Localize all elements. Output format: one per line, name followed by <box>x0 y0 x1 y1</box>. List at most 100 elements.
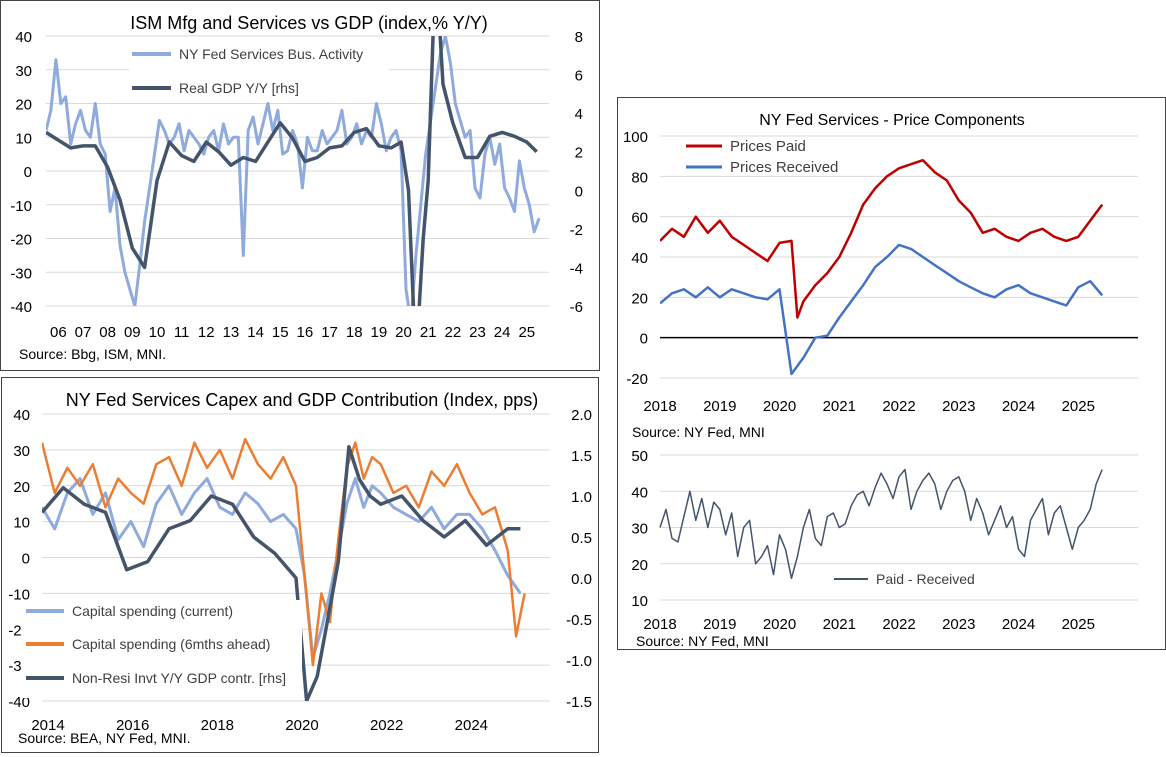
x-tick-label: 2019 <box>703 398 736 415</box>
x-tick-label: 13 <box>223 324 240 341</box>
x-tick-label: 18 <box>346 324 363 341</box>
x-tick-label: 17 <box>321 324 338 341</box>
chart-panel-price-components: 100 80 60 40 20 0 -20 2018 2019 2020 2021 2022 2023 2… <box>617 97 1166 650</box>
x-tick-label: 2014 <box>31 717 64 734</box>
chart-source: Source: NY Fed, MNI <box>636 633 769 649</box>
x-tick-label: 2025 <box>1062 398 1095 415</box>
y-left-tick-label: 20 <box>15 97 32 114</box>
y-left-tick-label: -30 <box>10 265 32 282</box>
series-line-capex-6m-ahead <box>42 437 526 667</box>
y-right-tick-label: 2 <box>575 145 583 162</box>
y-right-tick-label: 0.0 <box>571 571 592 588</box>
y-right-tick-label: -6 <box>570 299 583 316</box>
x-tick-label: 2022 <box>882 616 915 633</box>
chart-title: NY Fed Services - Price Components <box>759 112 1025 129</box>
legend-box <box>22 600 302 698</box>
y-left-tick-label: 0 <box>22 551 30 568</box>
y-left-tick-label: 10 <box>13 515 30 532</box>
y-right-tick-label: -1.5 <box>566 694 592 711</box>
x-tick-label: 08 <box>99 324 116 341</box>
y-right-tick-label: -0.5 <box>566 612 592 629</box>
y-tick-label: 100 <box>623 129 648 146</box>
y-left-tick-label: -10 <box>10 198 32 215</box>
x-tick-label: 2021 <box>823 616 856 633</box>
chart-source: Source: Bbg, ISM, MNI. <box>19 346 166 362</box>
x-tick-label: 20 <box>395 324 412 341</box>
y-left-tick-label: 40 <box>13 407 30 424</box>
y-right-tick-label: 0 <box>575 183 583 200</box>
legend-label-prices-received: Prices Received <box>730 159 838 176</box>
x-tick-label: 2020 <box>763 398 796 415</box>
x-tick-label: 07 <box>75 324 92 341</box>
y-left-tick-label: 0 <box>24 164 32 181</box>
legend-label-prices-paid: Prices Paid <box>730 138 806 155</box>
x-tick-label: 2025 <box>1062 616 1095 633</box>
y-left-tick-label: 10 <box>15 130 32 147</box>
legend-label-capex-current: Capital spending (current) <box>72 603 233 619</box>
y-left-tick-label: -10 <box>8 586 30 603</box>
x-tick-label: 2024 <box>1002 398 1035 415</box>
y-tick-label: 80 <box>631 169 648 186</box>
y-tick-label: 50 <box>631 448 648 465</box>
x-tick-label: 16 <box>297 324 314 341</box>
y-tick-label: 40 <box>631 250 648 267</box>
y-right-tick-label: 6 <box>575 68 583 85</box>
x-tick-label: 2020 <box>763 616 796 633</box>
y-right-tick-label: 4 <box>575 106 583 123</box>
series-line-prices-received <box>660 243 1104 376</box>
y-left-tick-label: 40 <box>15 29 32 46</box>
series-line-capex-current <box>42 477 522 660</box>
y-left-tick-label: -40 <box>10 299 32 316</box>
chart-source: Source: BEA, NY Fed, MNI. <box>18 730 190 746</box>
x-tick-label: 15 <box>272 324 289 341</box>
x-tick-label: 24 <box>494 324 511 341</box>
y-tick-label: 40 <box>631 484 648 501</box>
x-tick-label: 14 <box>247 324 264 341</box>
series-line-real-gdp <box>46 36 538 306</box>
legend-label-paid-minus-received: Paid - Received <box>876 571 975 587</box>
x-tick-label: 21 <box>420 324 437 341</box>
x-tick-label: 22 <box>444 324 461 341</box>
x-tick-label: 2024 <box>1002 616 1035 633</box>
x-tick-label: 11 <box>174 324 190 341</box>
x-tick-label: 2022 <box>882 398 915 415</box>
y-tick-label: 60 <box>631 210 648 227</box>
y-tick-label: 20 <box>631 290 648 307</box>
legend-label-real-gdp: Real GDP Y/Y [rhs] <box>179 80 299 96</box>
y-tick-label: -20 <box>626 371 648 388</box>
legend-label-capex-6m-ahead: Capital spending (6mths ahead) <box>72 636 270 652</box>
x-tick-label: 2023 <box>942 398 975 415</box>
x-tick-label: 12 <box>198 324 215 341</box>
y-left-tick-label: 20 <box>13 479 30 496</box>
y-right-tick-label: -2 <box>570 222 583 239</box>
x-tick-label: 2024 <box>455 717 488 734</box>
y-left-tick-label: 30 <box>15 63 32 80</box>
x-tick-label: 2020 <box>285 717 318 734</box>
legend-label-business-activity: NY Fed Services Bus. Activity <box>179 46 363 62</box>
y-right-tick-label: 1.5 <box>571 448 592 465</box>
chart-panel-ism-gdp: 40 30 20 10 0 -10 -20 -30 -40 8 6 4 2 0 -2 -4 -6 06 07 08 09… <box>0 0 600 371</box>
y-left-tick-label: 30 <box>13 443 30 460</box>
capex-gdp-chart: 403020100-10-20-30-402.01.51.00.50.0-0.5… <box>8 390 592 746</box>
chart-source: Source: NY Fed, MNI <box>632 424 765 440</box>
chart-panel-capex: 40 30 20 10 0 -10 -20 -30 -40 2.0 1.5 1.0 0.5 0.0 -0.5… <box>1 377 599 753</box>
legend-box <box>129 41 389 99</box>
x-tick-label: 2018 <box>643 398 676 415</box>
y-right-tick-label: 8 <box>575 29 583 46</box>
y-right-tick-label: -4 <box>570 260 583 277</box>
x-tick-label: 2018 <box>201 717 234 734</box>
y-right-tick-label: 0.5 <box>571 530 592 547</box>
series-line-prices-paid <box>660 158 1104 319</box>
x-tick-label: 06 <box>50 324 67 341</box>
series-line-business-activity <box>46 36 541 306</box>
y-tick-label: 0 <box>640 331 648 348</box>
chart-title: ISM Mfg and Services vs GDP (index,% Y/Y… <box>130 13 487 33</box>
x-tick-label: 2016 <box>116 717 149 734</box>
x-tick-label: 25 <box>518 324 535 341</box>
x-tick-label: 2022 <box>370 717 403 734</box>
x-tick-label: 10 <box>149 324 166 341</box>
x-tick-label: 19 <box>371 324 388 341</box>
y-right-tick-label: -1.0 <box>566 653 592 670</box>
x-tick-label: 2018 <box>643 616 676 633</box>
